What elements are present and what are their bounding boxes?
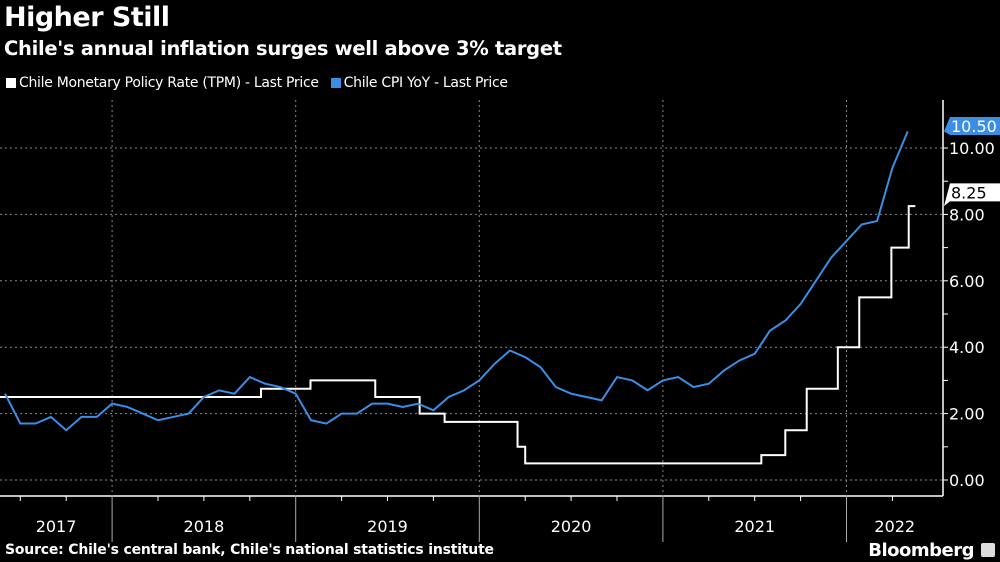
source-note: Source: Chile's central bank, Chile's na… [5, 542, 494, 558]
x-tick-label: 2019 [367, 517, 408, 536]
chart-title: Higher Still [4, 2, 170, 33]
y-tick-label: 10.00 [949, 139, 995, 158]
bloomberg-logo: Bloomberg [868, 540, 974, 561]
chart-subtitle: Chile's annual inflation surges well abo… [4, 37, 562, 60]
bloomberg-chart-icon [981, 543, 995, 557]
legend-item-cpi: Chile CPI YoY - Last Price [330, 75, 508, 91]
series-line-tpm [0, 205, 916, 465]
legend: Chile Monetary Policy Rate (TPM) - Last … [6, 75, 508, 91]
last-value-tag-tpm-bg [944, 183, 1000, 207]
legend-swatch-white [6, 78, 16, 88]
x-tick-label: 2021 [734, 517, 775, 536]
legend-swatch-blue [330, 78, 341, 88]
last-value-tag-cpi-bg [944, 117, 1000, 135]
legend-label-cpi: Chile CPI YoY - Last Price [343, 75, 508, 91]
y-tick-label: 2.00 [949, 405, 985, 424]
x-tick-label: 2018 [184, 517, 225, 536]
y-tick-label: 0.00 [949, 471, 985, 490]
last-value-tag-cpi: 10.50 [951, 117, 997, 136]
series-line-cpi [4, 131, 909, 432]
x-tick-label: 2020 [551, 517, 592, 536]
legend-item-tpm: Chile Monetary Policy Rate (TPM) - Last … [6, 75, 319, 91]
y-tick-label: 8.00 [949, 205, 985, 224]
x-tick-label: 2022 [874, 517, 915, 536]
y-tick-label: 4.00 [949, 338, 985, 357]
x-tick-label: 2017 [36, 517, 77, 536]
y-tick-label: 6.00 [949, 272, 985, 291]
last-value-tag-tpm: 8.25 [951, 183, 987, 202]
legend-label-tpm: Chile Monetary Policy Rate (TPM) - Last … [19, 75, 319, 91]
